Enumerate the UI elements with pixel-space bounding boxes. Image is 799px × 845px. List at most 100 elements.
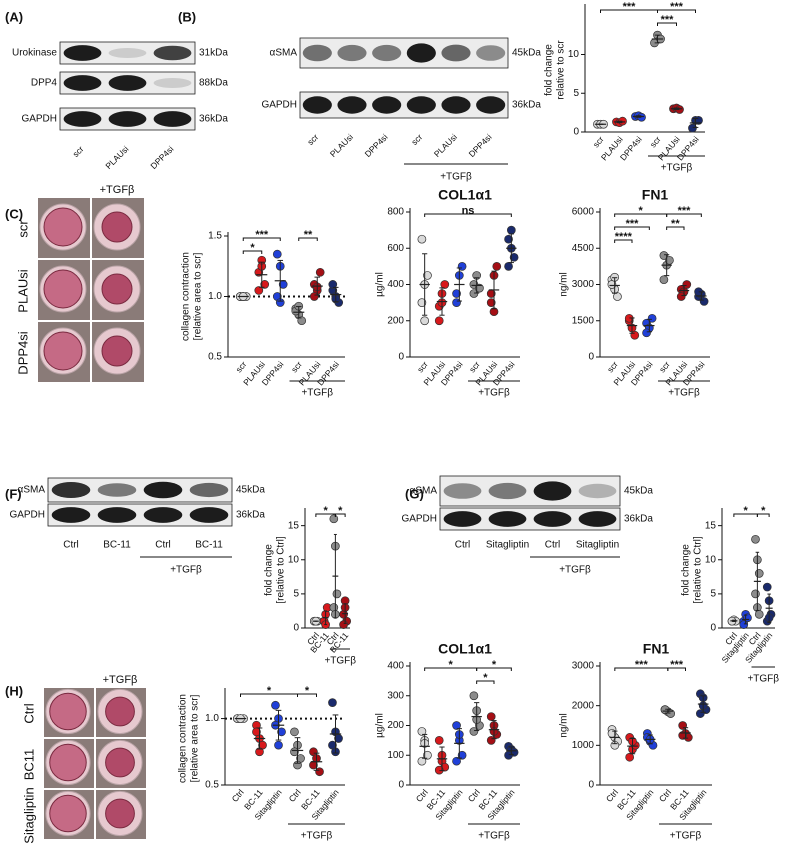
data-point — [417, 234, 427, 244]
y-tick-label: 2000 — [572, 700, 595, 711]
data-point — [475, 283, 484, 293]
blot-band — [443, 511, 482, 527]
y-tick-label: 0 — [588, 352, 594, 363]
lane-label: DPP4si — [148, 144, 175, 171]
y-tick-label: 0.5 — [205, 780, 219, 791]
significance-label: *** — [670, 1, 684, 13]
data-point — [504, 262, 513, 271]
significance-bracket — [657, 22, 677, 26]
gel — [105, 798, 135, 829]
size-label: 36kDa — [624, 514, 653, 525]
group-label: +TGFβ — [324, 656, 356, 667]
significance-bracket — [756, 513, 770, 517]
blot-band — [337, 96, 367, 114]
blot-band — [108, 48, 147, 58]
y-tick-label: 200 — [387, 720, 404, 731]
blot-band — [51, 507, 91, 523]
significance-label: ** — [304, 229, 313, 241]
data-point — [434, 736, 444, 745]
gel — [101, 273, 133, 305]
row-label: Sitagliptin — [21, 787, 36, 843]
data-point — [417, 298, 427, 307]
significance-label: *** — [623, 1, 637, 13]
data-point — [434, 316, 444, 326]
blot-frame — [299, 91, 509, 119]
blot-band — [578, 483, 617, 499]
data-point — [452, 756, 461, 766]
blot-band — [63, 45, 102, 61]
row-label: DPP4si — [15, 331, 30, 374]
y-axis-label: fold change — [681, 544, 692, 596]
significance-label: * — [639, 205, 644, 217]
significance-bracket — [298, 237, 318, 241]
lane-label: scr — [409, 132, 424, 147]
data-point — [452, 289, 461, 298]
blot-band — [441, 96, 471, 114]
row-label: PLAUsi — [15, 269, 30, 312]
size-label: 36kDa — [199, 114, 228, 125]
significance-label: * — [323, 505, 328, 517]
size-label: 88kDa — [199, 78, 228, 89]
treatment-label: +TGFβ — [103, 674, 138, 686]
blot-band — [302, 96, 332, 114]
y-axis-label: [relative to Ctrl] — [276, 536, 287, 603]
y-tick-label: 800 — [387, 207, 404, 218]
y-tick-label: 10 — [568, 49, 580, 60]
y-tick-label: 1.0 — [205, 713, 219, 724]
protein-label: αSMA — [410, 486, 438, 497]
y-tick-label: 5 — [293, 589, 299, 600]
y-axis-label: [relative to Ctrl] — [693, 536, 704, 603]
gel — [101, 211, 133, 243]
panel-label: (F) — [5, 486, 22, 501]
blot-band — [63, 75, 102, 91]
data-point — [504, 234, 513, 244]
row-label: scr — [15, 220, 30, 238]
lane-label: Ctrl — [545, 540, 561, 551]
gel — [101, 335, 133, 367]
significance-bracket — [666, 226, 685, 230]
significance-bracket — [334, 513, 346, 517]
lane-label: Ctrl — [455, 540, 471, 551]
blot-band — [108, 75, 147, 91]
protein-label: GAPDH — [401, 514, 437, 525]
group-label: +TGFβ — [668, 388, 700, 399]
significance-label: * — [483, 672, 488, 684]
y-tick-label: 10 — [288, 554, 300, 565]
data-point — [309, 292, 319, 301]
data-point — [271, 700, 280, 710]
group-label: +TGFβ — [440, 172, 472, 183]
panel-label: (A) — [5, 9, 23, 24]
y-tick-label: 600 — [387, 243, 404, 254]
blot-band — [488, 511, 527, 527]
treatment-label: +TGFβ — [100, 184, 135, 196]
y-tick-label: 0 — [398, 352, 404, 363]
data-point — [328, 698, 337, 707]
data-point — [315, 267, 325, 277]
blot-band — [337, 44, 367, 62]
data-point — [688, 123, 697, 133]
y-axis-label: ng/ml — [559, 272, 570, 296]
blot-band — [372, 44, 402, 62]
protein-label: GAPDH — [261, 100, 297, 111]
gel — [49, 692, 87, 731]
blot-band — [488, 482, 527, 500]
y-axis-label: µg/ml — [375, 272, 386, 297]
data-point — [309, 760, 318, 770]
group-label: +TGFβ — [478, 831, 510, 842]
y-axis-label: [relative area to scr] — [190, 694, 201, 782]
significance-label: *** — [255, 229, 269, 241]
blot-frame — [439, 507, 621, 531]
size-label: 45kDa — [512, 48, 541, 59]
lane-label: scr — [70, 144, 85, 159]
size-label: 36kDa — [236, 510, 265, 521]
y-tick-label: 3000 — [572, 661, 595, 672]
significance-bracket — [614, 239, 633, 243]
significance-bracket — [667, 667, 686, 671]
size-label: 45kDa — [624, 486, 653, 497]
significance-label: ** — [671, 218, 680, 230]
significance-label: *** — [678, 205, 692, 217]
significance-bracket — [242, 250, 263, 254]
data-point — [642, 328, 651, 338]
data-point — [423, 750, 432, 760]
blot-band — [302, 44, 332, 62]
